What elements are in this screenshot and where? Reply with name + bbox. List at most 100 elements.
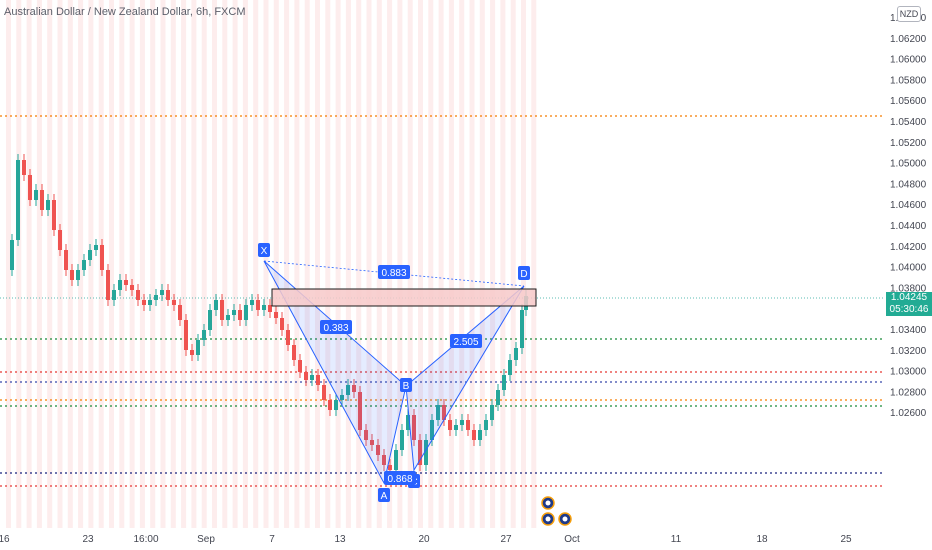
candle: [328, 400, 332, 410]
time-tick-label: 25: [840, 534, 852, 545]
candle: [232, 310, 236, 315]
candle: [202, 330, 206, 340]
time-tick-label: 13: [334, 534, 346, 545]
candle: [130, 285, 134, 290]
session-stripe: [16, 0, 22, 528]
candle: [448, 420, 452, 430]
session-stripe: [129, 0, 135, 528]
candle: [400, 430, 404, 450]
candle: [82, 260, 86, 270]
pattern-ratio-badge[interactable]: [378, 265, 410, 279]
session-stripe: [47, 0, 53, 528]
candle: [10, 240, 14, 270]
event-flag-icon[interactable]: [558, 512, 572, 526]
candle: [358, 392, 362, 430]
candle: [88, 250, 92, 260]
pattern-point-badge[interactable]: [518, 266, 530, 280]
candle: [64, 250, 68, 270]
price-tick-label: 1.05400: [890, 117, 927, 128]
candle: [466, 420, 470, 430]
event-flag-icon: [562, 516, 568, 522]
candle: [394, 450, 398, 470]
candle: [244, 305, 248, 320]
candle: [262, 305, 266, 310]
candle: [292, 345, 296, 360]
candle: [52, 200, 56, 230]
price-tick-label: 1.05000: [890, 159, 927, 170]
currency-unit-badge[interactable]: NZD: [897, 6, 921, 22]
session-stripe: [407, 0, 413, 528]
resistance-zone-rectangle[interactable]: [271, 288, 537, 307]
session-stripe: [191, 0, 197, 528]
pattern-point-badge[interactable]: [258, 243, 270, 257]
event-flag-icon: [545, 516, 551, 522]
pattern-point-badge[interactable]: [378, 488, 390, 502]
price-tick-label: 1.05800: [890, 75, 927, 86]
candle: [214, 300, 218, 310]
pattern-point-badge[interactable]: [400, 378, 412, 392]
candle: [520, 310, 524, 348]
candle: [514, 348, 518, 360]
candle: [412, 415, 416, 440]
bcd-triangle[interactable]: [405, 285, 525, 472]
session-stripe: [181, 0, 187, 528]
candle: [160, 290, 164, 295]
session-stripe: [479, 0, 485, 528]
candle: [124, 280, 128, 285]
candle: [298, 360, 302, 372]
candle: [136, 290, 140, 300]
candle: [316, 375, 320, 385]
candle: [334, 400, 338, 410]
session-stripe: [366, 0, 372, 528]
candle: [190, 350, 194, 355]
candle: [478, 430, 482, 440]
pattern-ratio-label: 0.883: [381, 268, 406, 279]
pattern-ratio-badge[interactable]: [450, 334, 482, 348]
session-stripe: [469, 0, 475, 528]
price-tick-label: 1.03200: [890, 346, 927, 357]
candle: [274, 312, 278, 318]
session-stripe: [88, 0, 94, 528]
pattern-ratio-badge[interactable]: [320, 320, 352, 334]
candle: [454, 425, 458, 430]
session-stripe: [448, 0, 454, 528]
session-stripe: [459, 0, 465, 528]
pattern-ratio-label: 0.868: [387, 474, 412, 485]
session-stripe: [232, 0, 238, 528]
time-tick-label: 18: [756, 534, 768, 545]
session-stripe: [253, 0, 259, 528]
pattern-point-label: B: [403, 381, 410, 392]
candle: [304, 372, 308, 380]
candle: [496, 390, 500, 405]
session-stripe: [418, 0, 423, 528]
candle: [208, 310, 212, 330]
price-tick-label: 1.04800: [890, 179, 927, 190]
session-stripe: [356, 0, 362, 528]
candle: [142, 300, 146, 305]
session-stripe: [222, 0, 228, 528]
session-stripe: [273, 0, 279, 528]
event-flag-icon[interactable]: [541, 496, 555, 510]
session-stripe: [531, 0, 537, 528]
session-stripe: [57, 0, 63, 528]
pattern-point-label: D: [520, 269, 527, 280]
candle: [184, 320, 188, 350]
event-flag-icon[interactable]: [541, 512, 555, 526]
session-stripe: [428, 0, 434, 528]
pattern-point-label: A: [381, 491, 388, 502]
session-stripe: [170, 0, 176, 528]
candle: [106, 270, 110, 300]
candle: [22, 160, 26, 175]
candle: [436, 405, 440, 420]
price-tick-label: 1.04600: [890, 200, 927, 211]
price-tick-label: 1.03800: [890, 283, 927, 294]
price-tick-label: 1.04000: [890, 263, 927, 274]
pattern-ratio-badge[interactable]: [384, 471, 416, 485]
session-stripe: [490, 0, 496, 528]
session-stripe: [335, 0, 341, 528]
candle: [376, 445, 380, 455]
candle: [286, 330, 290, 345]
candle: [94, 245, 98, 250]
